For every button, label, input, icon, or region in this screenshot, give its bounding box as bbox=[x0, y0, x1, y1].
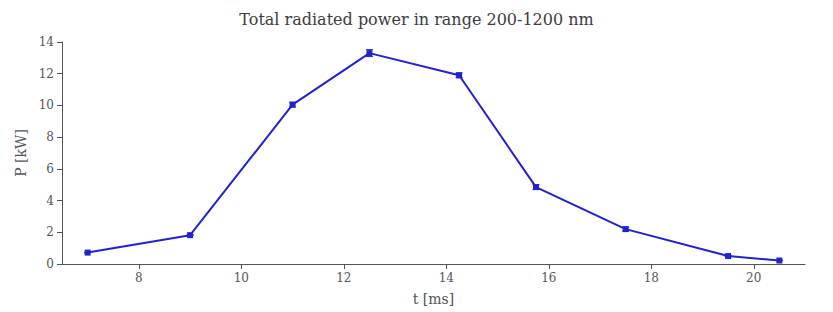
svg-text:18: 18 bbox=[644, 271, 659, 285]
svg-text:t [ms]: t [ms] bbox=[413, 291, 454, 307]
svg-text:12: 12 bbox=[39, 67, 54, 81]
svg-text:14: 14 bbox=[39, 35, 55, 49]
svg-text:10: 10 bbox=[39, 98, 54, 112]
svg-text:20: 20 bbox=[746, 271, 761, 285]
svg-text:4: 4 bbox=[46, 194, 54, 208]
svg-text:12: 12 bbox=[336, 271, 351, 285]
svg-text:P [kW]: P [kW] bbox=[13, 129, 29, 177]
svg-text:14: 14 bbox=[439, 271, 455, 285]
svg-text:2: 2 bbox=[46, 225, 54, 239]
svg-text:Total radiated power in range: Total radiated power in range 200-1200 n… bbox=[239, 10, 593, 29]
svg-text:8: 8 bbox=[46, 130, 54, 144]
svg-text:10: 10 bbox=[234, 271, 249, 285]
svg-text:8: 8 bbox=[135, 271, 143, 285]
svg-text:16: 16 bbox=[541, 271, 556, 285]
svg-text:6: 6 bbox=[46, 162, 54, 176]
svg-text:0: 0 bbox=[46, 257, 54, 271]
